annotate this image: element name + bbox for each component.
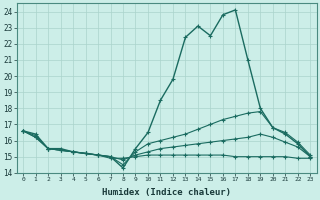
- X-axis label: Humidex (Indice chaleur): Humidex (Indice chaleur): [102, 188, 231, 197]
